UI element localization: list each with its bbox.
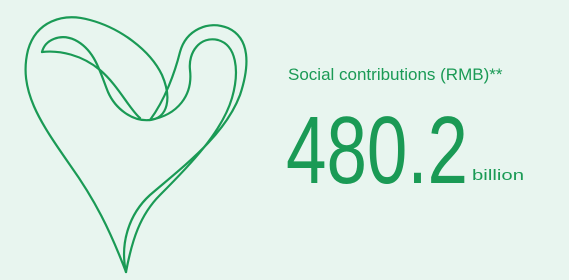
stat-label: Social contributions (RMB)**	[288, 65, 503, 84]
stat-unit: billion	[472, 167, 524, 184]
stat-panel: Social contributions (RMB)** 480.2 billi…	[0, 0, 569, 280]
stat-value: 480.2	[286, 97, 468, 204]
page: Social contributions (RMB)** 480.2 billi…	[0, 0, 569, 280]
background	[0, 0, 569, 280]
